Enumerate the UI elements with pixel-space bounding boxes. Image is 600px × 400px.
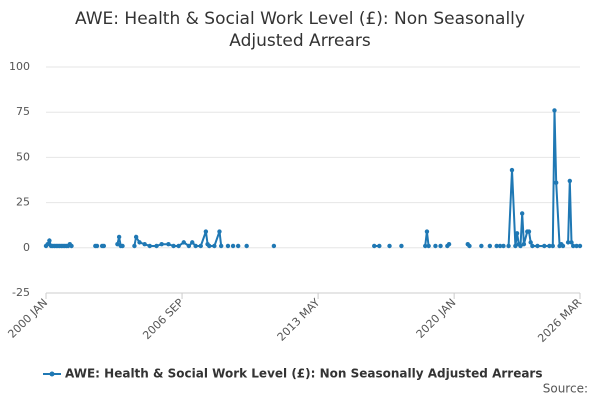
point (494, 243, 499, 249)
point (198, 243, 203, 249)
point (467, 243, 472, 249)
point (528, 240, 533, 245)
y-tick-label: 100 (9, 60, 30, 73)
point (553, 180, 559, 185)
point (569, 240, 574, 245)
y-tick-label: 0 (23, 241, 30, 254)
point (230, 243, 236, 249)
point (565, 240, 571, 245)
point (271, 243, 277, 249)
point (176, 243, 181, 249)
point (69, 243, 74, 249)
legend-label: AWE: Health & Social Work Level (£): Non… (65, 367, 543, 381)
point (424, 229, 430, 234)
point (518, 243, 523, 249)
point (513, 243, 518, 249)
point (203, 229, 209, 234)
point (212, 243, 217, 249)
point (423, 243, 428, 249)
point (514, 231, 520, 236)
point (547, 243, 552, 249)
point (519, 211, 525, 216)
point (426, 243, 431, 249)
point (244, 243, 249, 249)
point (45, 241, 50, 247)
point (372, 243, 377, 249)
y-tick-label: 25 (16, 196, 30, 209)
point (159, 241, 164, 247)
point (497, 243, 503, 249)
point (115, 241, 120, 247)
legend-swatch (49, 371, 55, 377)
point (116, 234, 122, 240)
point (186, 243, 192, 249)
point (542, 243, 547, 249)
line (45, 110, 580, 249)
point (399, 243, 404, 249)
point (193, 243, 198, 249)
point (387, 243, 392, 249)
point (166, 241, 171, 247)
y-tick-label: 50 (16, 150, 30, 163)
point (207, 243, 212, 249)
y-tick-label: 75 (16, 105, 30, 118)
point (550, 243, 555, 249)
point (570, 243, 576, 249)
point (47, 238, 52, 243)
point (577, 243, 583, 249)
point (137, 240, 142, 245)
point (218, 243, 224, 249)
point (535, 243, 540, 249)
point (133, 234, 139, 240)
point (120, 243, 125, 249)
x-tick-label: 2000 JAN (5, 296, 50, 341)
point (530, 243, 535, 249)
point (526, 229, 532, 234)
point (147, 243, 152, 249)
chart-title: AWE: Health & Social Work Level (£): Non… (75, 9, 525, 29)
point (446, 241, 452, 247)
point (438, 243, 443, 249)
point (509, 167, 515, 173)
x-tick-label: 2026 MAR (535, 296, 584, 345)
point (217, 229, 222, 234)
point (94, 243, 100, 249)
point (506, 243, 511, 249)
y-tick-label: -25 (12, 286, 30, 299)
point (132, 243, 137, 249)
point (487, 243, 493, 249)
point (501, 243, 506, 249)
point (567, 178, 572, 184)
x-tick-label: 2006 SEP (140, 296, 186, 342)
source: Source: (543, 382, 588, 396)
point (235, 243, 241, 249)
x-tick-label: 2013 MAY (275, 296, 323, 344)
point (225, 243, 231, 249)
point (101, 243, 107, 249)
point (142, 241, 147, 247)
point (521, 241, 527, 247)
point (574, 243, 579, 249)
point (171, 243, 176, 249)
point (181, 240, 186, 245)
point (433, 243, 438, 249)
point (479, 243, 484, 249)
x-tick-label: 2020 JAN (414, 296, 459, 341)
point (377, 243, 382, 249)
point (552, 108, 557, 113)
point (560, 243, 566, 249)
point (190, 240, 195, 245)
point (154, 243, 159, 249)
chart-title: Adjusted Arrears (229, 31, 371, 51)
